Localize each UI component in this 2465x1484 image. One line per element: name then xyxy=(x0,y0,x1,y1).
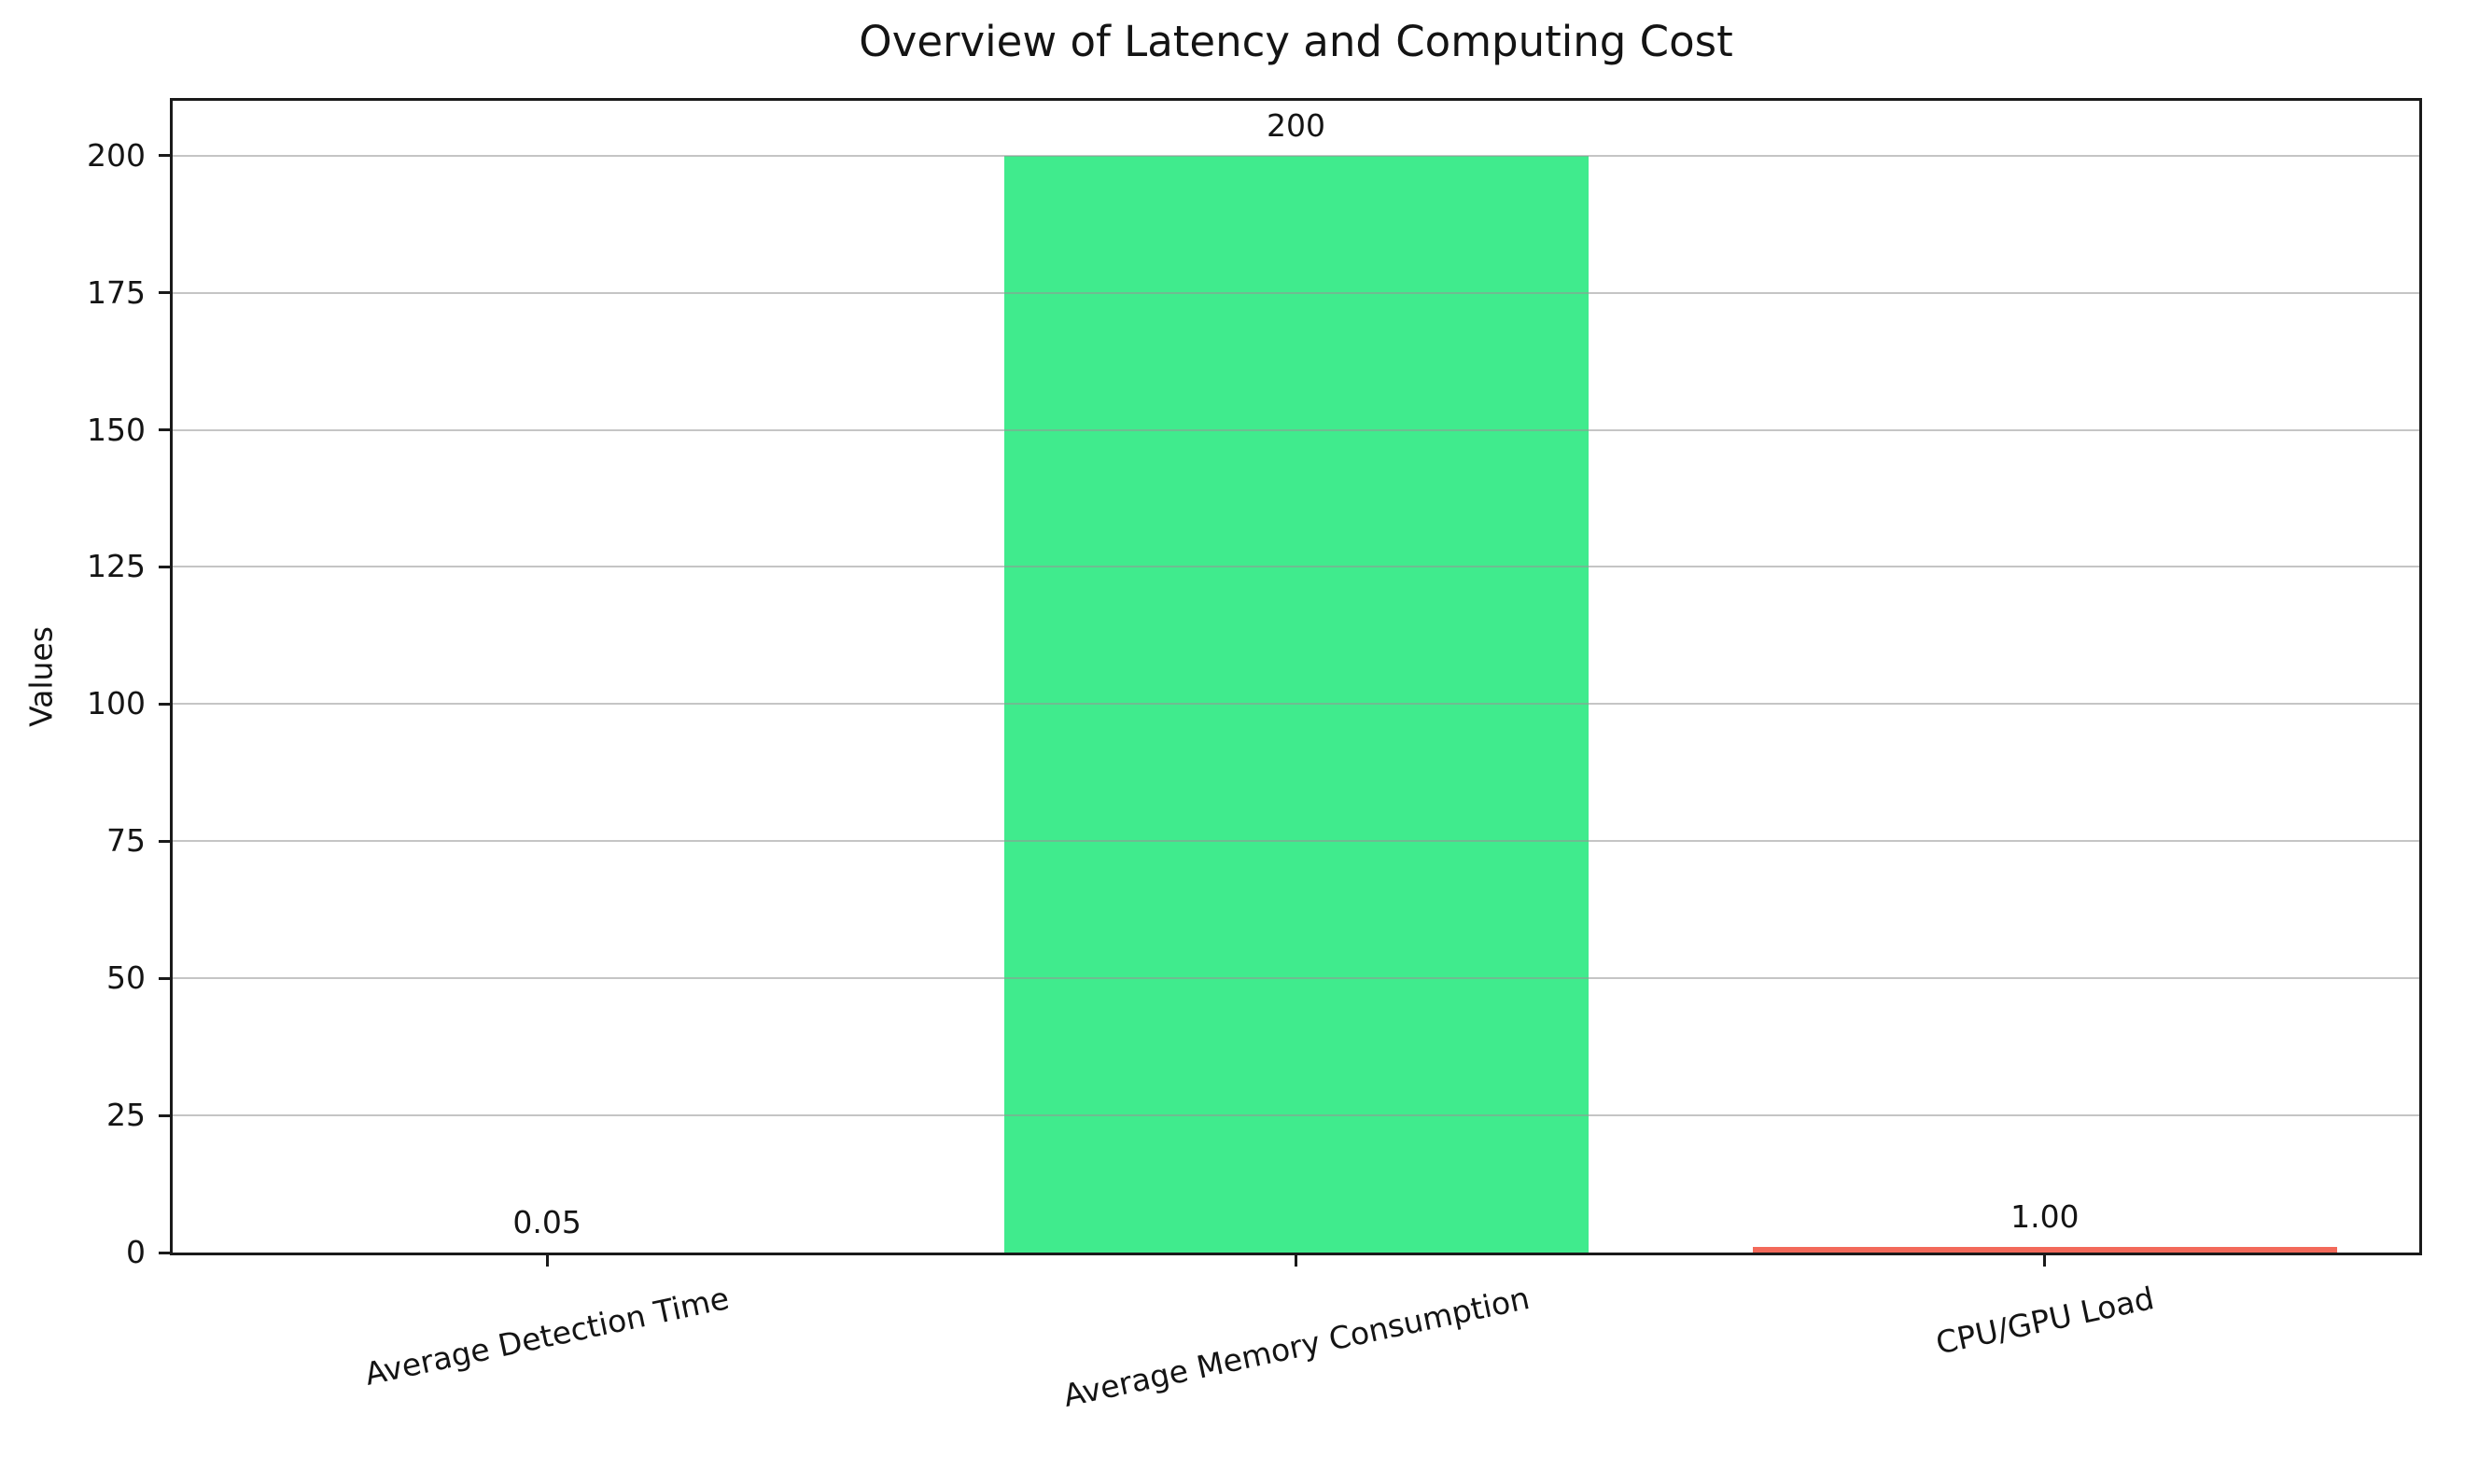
y-tick-label-175: 175 xyxy=(87,273,146,311)
x-tick-label-text: Average Detection Time xyxy=(361,1280,733,1393)
x-tick-mark-2 xyxy=(2043,1255,2047,1267)
plot-area xyxy=(170,98,2422,1255)
y-tick-label-100: 100 xyxy=(87,685,146,722)
x-tick-mark-1 xyxy=(1295,1255,1297,1267)
y-tick-label-25: 25 xyxy=(106,1097,146,1134)
x-tick-mark-0 xyxy=(545,1255,549,1267)
y-tick-mark-25 xyxy=(159,1113,170,1117)
y-tick-mark-50 xyxy=(159,976,170,980)
bar-2 xyxy=(1752,1247,2337,1253)
y-tick-label-75: 75 xyxy=(106,822,146,860)
bar-value-label-0: 0.05 xyxy=(512,1203,581,1240)
y-tick-label-50: 50 xyxy=(106,959,146,997)
y-tick-label-0: 0 xyxy=(126,1234,146,1270)
y-tick-mark-150 xyxy=(159,428,170,432)
gridline-y-25 xyxy=(173,1114,2419,1117)
x-tick-label-text: Average Memory Consumption xyxy=(1059,1279,1533,1415)
y-tick-label-150: 150 xyxy=(87,411,146,448)
gridline-y-175 xyxy=(173,291,2419,294)
gridline-y-150 xyxy=(173,428,2419,431)
gridline-y-100 xyxy=(173,703,2419,706)
y-tick-mark-0 xyxy=(159,1251,170,1254)
gridline-y-200 xyxy=(173,154,2419,157)
gridline-y-75 xyxy=(173,840,2419,843)
bar-value-label-2: 1.00 xyxy=(2010,1198,2080,1236)
y-tick-mark-75 xyxy=(159,839,170,843)
bar-value-label-1: 200 xyxy=(1267,106,1325,144)
chart-title: Overview of Latency and Computing Cost xyxy=(859,17,1733,66)
x-tick-label-text: CPU/GPU Load xyxy=(1932,1280,2157,1362)
y-tick-mark-175 xyxy=(159,291,170,295)
gridline-y-50 xyxy=(173,977,2419,980)
gridline-y-125 xyxy=(173,566,2419,568)
y-tick-mark-125 xyxy=(159,565,170,568)
y-tick-label-200: 200 xyxy=(87,136,146,174)
y-tick-mark-200 xyxy=(159,154,170,158)
y-tick-label-125: 125 xyxy=(87,548,146,585)
y-tick-mark-100 xyxy=(159,702,170,706)
